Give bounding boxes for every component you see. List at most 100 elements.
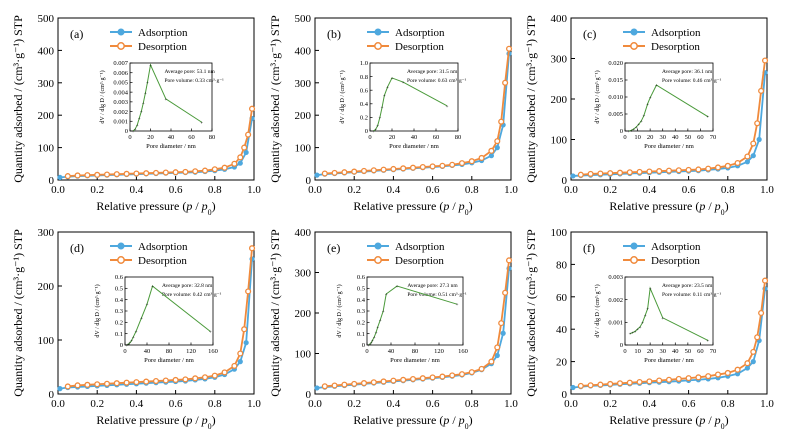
x-tick-label: 0.4 — [130, 398, 144, 410]
x-axis-label: Relative pressure (p / p0) — [96, 199, 215, 217]
inset-y-tick-label: 0.004 — [113, 89, 128, 96]
inset-y-tick-label: 0.5 — [357, 286, 365, 293]
data-point-desorption — [123, 379, 130, 386]
x-tick-label: 0.0 — [564, 184, 578, 196]
inset-y-tick-label: 1.0 — [360, 60, 368, 67]
data-point-desorption — [478, 365, 485, 372]
data-point-desorption — [458, 371, 466, 378]
inset-x-tick-label: 70 — [710, 134, 717, 141]
inset-y-tick-label: 0.4 — [357, 297, 366, 304]
inset-y-tick-label: 0.3 — [115, 308, 123, 315]
x-axis-label-part: Relative pressure ( — [96, 413, 186, 427]
inset-x-axis-label: Pore diameter / nm — [390, 357, 440, 364]
data-point-adsorption — [750, 153, 756, 159]
y-tick-label: 0 — [562, 175, 568, 187]
x-axis-label-part: ) — [212, 413, 216, 427]
inset-data-point: + — [136, 124, 139, 129]
inset-data-point: + — [127, 343, 130, 348]
data-point-adsorption — [237, 359, 243, 365]
data-point-desorption — [675, 167, 682, 174]
panel-a: 0.0 0.2 0.4 0.6 0.8 1.00100200300400500Relati… — [11, 13, 261, 217]
inset-y-tick-label: 0.6 — [115, 274, 124, 281]
x-tick-label: 0.0 — [308, 398, 322, 410]
y-tick-label: 200 — [38, 110, 55, 122]
data-point-desorption — [714, 164, 722, 171]
inset-y-tick-label: 0.007 — [113, 60, 128, 67]
data-point-desorption — [409, 164, 417, 171]
data-point-desorption — [123, 170, 130, 177]
inset-data-point: + — [134, 128, 137, 133]
data-point-desorption — [351, 380, 358, 387]
inset-x-tick-label: 80 — [209, 134, 216, 141]
y-tick-label: 400 — [38, 45, 55, 57]
y-tick-label: 200 — [551, 94, 568, 106]
inset-y-tick-label: 0.2 — [360, 115, 368, 122]
data-point-desorption — [675, 375, 682, 382]
legend-marker-circle — [630, 242, 638, 250]
data-point-desorption — [84, 172, 91, 179]
inset-y-tick-label: 0.4 — [360, 101, 369, 108]
data-point-desorption — [351, 168, 358, 175]
data-point-desorption — [192, 375, 199, 382]
inset-data-point: + — [639, 326, 642, 331]
data-point-desorption — [695, 166, 702, 173]
data-point-desorption — [152, 377, 160, 385]
inset-y-tick-label: 0.3 — [357, 308, 365, 315]
inset-data-point: + — [629, 333, 632, 338]
data-point-desorption — [360, 167, 368, 174]
inset-x-tick-label: 120 — [434, 348, 444, 355]
x-tick-label: 0.8 — [721, 184, 735, 196]
legend-marker-open — [630, 256, 638, 264]
data-point-desorption — [370, 379, 377, 386]
data-point-desorption — [84, 381, 91, 388]
data-point-desorption — [734, 159, 741, 167]
series-line-adsorption — [572, 72, 766, 177]
x-axis-label-part: p — [201, 413, 208, 427]
data-point-desorption — [754, 334, 761, 341]
data-point-desorption — [597, 381, 604, 388]
inset-data-point: + — [126, 343, 129, 348]
x-axis-label-part: p — [442, 199, 449, 213]
series-line-desorption — [580, 60, 766, 176]
data-point-desorption — [321, 170, 328, 177]
data-point-desorption — [505, 257, 513, 264]
series-line-desorption — [67, 108, 253, 178]
y-tick-label: 300 — [295, 78, 312, 90]
x-tick-label: 0.4 — [643, 184, 657, 196]
legend-label: Adsorption — [138, 27, 188, 39]
inset-x-tick-label: 80 — [455, 134, 462, 141]
inset-y-tick-label: 0 — [362, 342, 365, 349]
inset-x-tick-label: 20 — [389, 134, 396, 141]
inset-data-point: + — [631, 332, 634, 337]
y-axis-label: Quantity adsorbed / (cm³·g⁻¹) STP — [11, 15, 25, 183]
data-point-desorption — [665, 167, 673, 174]
x-tick-label: 0.6 — [169, 398, 183, 410]
x-axis-label-part: ) — [469, 199, 473, 213]
inset-data-point: + — [129, 342, 132, 347]
y-tick-label: 100 — [38, 335, 55, 347]
inset-data-point: + — [379, 319, 382, 324]
data-point-desorption — [113, 171, 120, 178]
data-point-desorption — [577, 171, 584, 178]
data-point-desorption — [237, 350, 244, 357]
plot-frame — [570, 231, 768, 395]
legend-label: Desorption — [138, 41, 187, 53]
x-tick-label: 1.0 — [760, 398, 774, 410]
inset-x-axis-label: Pore diameter / nm — [144, 357, 194, 364]
data-point-desorption — [429, 374, 436, 381]
y-tick-label: 0 — [49, 389, 55, 401]
x-axis-label-part: / — [449, 199, 458, 213]
inset-data-point: + — [151, 285, 154, 290]
data-point-desorption — [502, 79, 509, 86]
data-point-desorption — [754, 120, 761, 127]
y-tick-label: 0 — [49, 175, 55, 187]
x-axis-label-part: p — [442, 413, 449, 427]
y-tick-label: 100 — [38, 143, 55, 155]
data-point-adsorption — [494, 352, 500, 359]
data-point-desorption — [341, 169, 348, 176]
data-point-desorption — [607, 380, 614, 388]
inset-y-tick-label: 0 — [120, 342, 123, 349]
x-axis-label-part: / — [192, 199, 201, 213]
panel-b: 0.0 0.2 0.4 0.6 0.8 1.00100200300400500Relati… — [268, 13, 518, 217]
inset-x-tick-label: 40 — [672, 348, 679, 355]
